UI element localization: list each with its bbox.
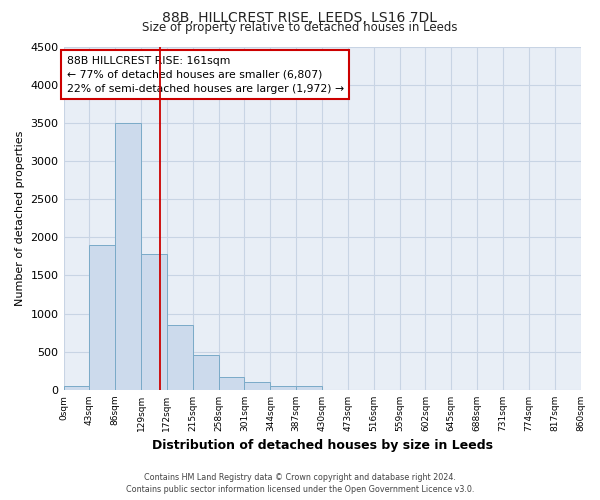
Bar [141,254,167,390]
X-axis label: Distribution of detached houses by size in Leeds: Distribution of detached houses by size … [152,440,493,452]
Bar [296,386,322,390]
Text: 88B HILLCREST RISE: 161sqm
← 77% of detached houses are smaller (6,807)
22% of s: 88B HILLCREST RISE: 161sqm ← 77% of deta… [67,56,344,94]
Bar [271,386,296,390]
Bar [115,123,141,390]
Bar [193,355,218,390]
Text: 88B, HILLCREST RISE, LEEDS, LS16 7DL: 88B, HILLCREST RISE, LEEDS, LS16 7DL [163,11,437,25]
Bar [244,382,271,390]
Y-axis label: Number of detached properties: Number of detached properties [15,130,25,306]
Bar [218,376,244,390]
Bar [89,245,115,390]
Text: Contains HM Land Registry data © Crown copyright and database right 2024.
Contai: Contains HM Land Registry data © Crown c… [126,473,474,494]
Bar [167,325,193,390]
Text: Size of property relative to detached houses in Leeds: Size of property relative to detached ho… [142,21,458,34]
Bar [64,386,89,390]
